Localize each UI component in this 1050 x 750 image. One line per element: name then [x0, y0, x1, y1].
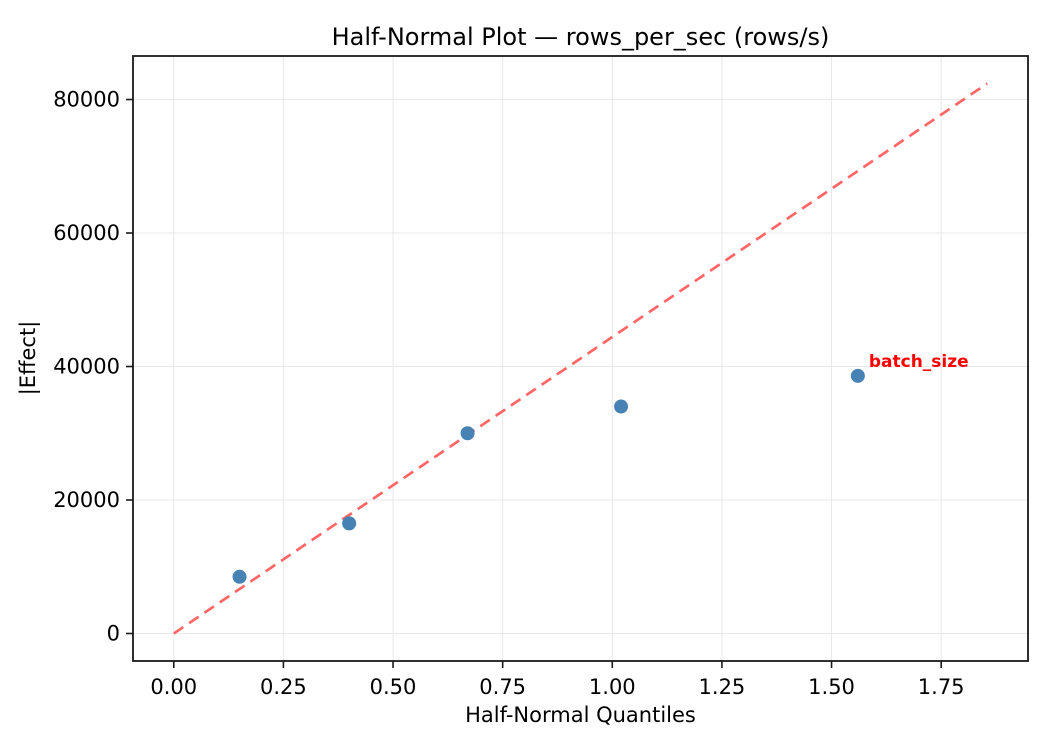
x-tick-label: 0.25 [260, 675, 307, 699]
chart-title: Half-Normal Plot — rows_per_sec (rows/s) [332, 23, 830, 51]
x-axis-label: Half-Normal Quantiles [465, 703, 696, 727]
data-point [460, 426, 475, 441]
y-tick-label: 40000 [53, 355, 120, 379]
x-tick-label: 0.75 [479, 675, 526, 699]
data-point [342, 516, 357, 531]
tick-layer: 0.00 0.25 0.50 0.75 1.00 1.25 1.50 1.75 0 20000 40… [53, 88, 964, 699]
scatter-points-layer: batch_size [232, 352, 969, 584]
y-tick-label: 60000 [53, 221, 120, 245]
y-tick-label: 80000 [53, 88, 120, 112]
y-axis-label: |Effect| [16, 321, 41, 396]
point-annotation: batch_size [869, 352, 969, 372]
x-tick-label: 1.25 [699, 675, 746, 699]
data-point [850, 368, 865, 383]
grid-layer [133, 56, 1028, 661]
reference-line-layer [173, 82, 988, 635]
y-tick-label: 0 [107, 622, 120, 646]
x-tick-label: 1.00 [589, 675, 636, 699]
plot-border [132, 55, 1029, 662]
reference-line [173, 82, 988, 635]
data-point [232, 569, 247, 584]
x-tick-label: 0.00 [150, 675, 197, 699]
x-tick-label: 0.50 [370, 675, 417, 699]
x-tick-label: 1.50 [808, 675, 855, 699]
y-tick-label: 20000 [53, 488, 120, 512]
x-tick-label: 1.75 [918, 675, 965, 699]
data-point [614, 399, 629, 414]
